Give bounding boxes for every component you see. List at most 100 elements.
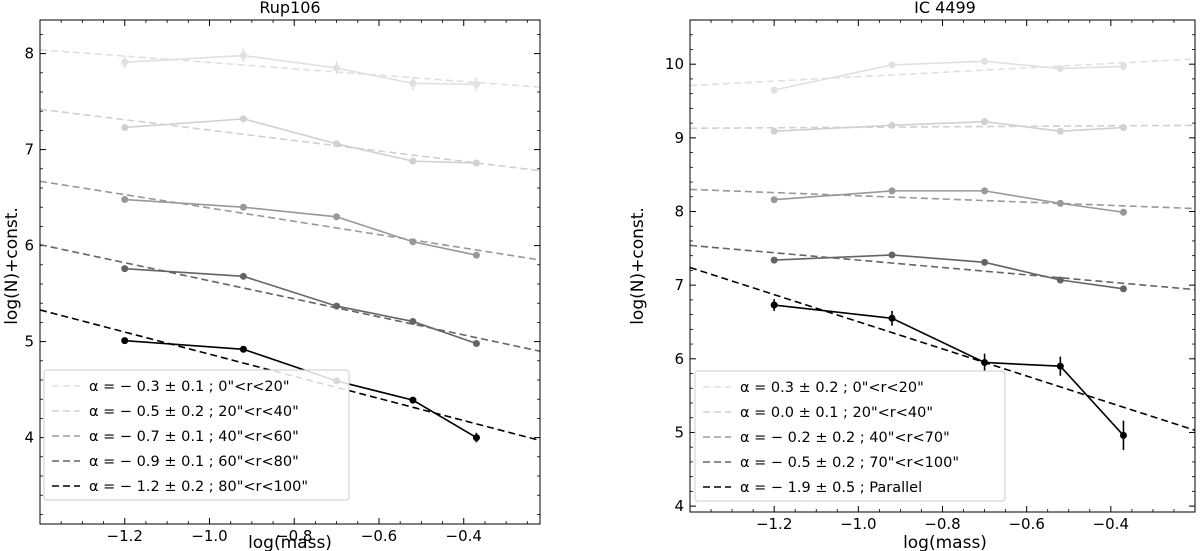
fit-line <box>689 58 1196 87</box>
data-point <box>888 121 896 129</box>
data-point <box>121 196 129 204</box>
fit-line <box>689 188 1196 210</box>
x-tick-label: −0.4 <box>1093 515 1129 533</box>
fit-line <box>39 108 541 172</box>
data-point <box>333 140 341 148</box>
data-point <box>239 52 247 60</box>
y-tick-label: 10 <box>665 55 684 73</box>
plot-frame <box>689 19 1196 513</box>
data-point <box>770 196 778 204</box>
y-tick-label: 9 <box>674 129 684 147</box>
data-point <box>1119 124 1127 132</box>
data-point <box>121 265 129 273</box>
x-tick-label: −1.2 <box>107 527 143 545</box>
chart-ic4499: IC 4499 log(mass) log(N)+const. −1.2 −1.0… <box>628 0 1196 551</box>
y-tick-label: 6 <box>24 237 34 255</box>
data-point <box>409 79 417 87</box>
series-line <box>774 254 1124 290</box>
data-point <box>472 80 480 88</box>
x-tick-label: −0.4 <box>446 527 482 545</box>
chart-title: IC 4499 <box>914 0 976 17</box>
fit-line <box>39 243 541 352</box>
data-point <box>1056 127 1064 135</box>
x-tick-label: −1.0 <box>191 527 227 545</box>
fit-line <box>689 124 1196 130</box>
data-point <box>239 203 247 211</box>
x-tick-label: −0.6 <box>1008 515 1044 533</box>
data-point <box>472 251 480 259</box>
data-point <box>1119 431 1127 439</box>
legend-label: α = − 0.5 ± 0.2 ; 70"<r<100" <box>740 455 959 471</box>
data-point <box>409 157 417 165</box>
legend-label: α = 0.0 ± 0.1 ; 20"<r<40" <box>740 405 933 421</box>
fit-line <box>39 180 541 261</box>
data-point <box>981 118 989 126</box>
fit-line <box>39 48 541 88</box>
y-tick-label: 4 <box>24 429 34 447</box>
chart-rup106: Rup106 log(mass) log(N)+const. −1.2 −1.0−… <box>2 0 541 551</box>
data-point <box>472 159 480 167</box>
legend: α = 0.3 ± 0.2 ; 0"<r<20" α = 0.0 ± 0.1 ; … <box>694 370 1006 502</box>
legend-label: α = − 0.2 ± 0.2 ; 40"<r<70" <box>740 430 950 446</box>
data-point <box>121 58 129 66</box>
y-tick-label: 7 <box>674 276 684 294</box>
x-tick-label: −1.0 <box>840 515 876 533</box>
data-point <box>770 86 778 94</box>
legend-label: α = − 0.9 ± 0.1 ; 60"<r<80" <box>89 454 299 470</box>
series-line <box>774 60 1124 91</box>
data-point <box>333 213 341 221</box>
data-point <box>1119 62 1127 70</box>
chart-title: Rup106 <box>259 0 320 17</box>
data-series <box>770 57 1127 451</box>
data-point <box>121 124 129 132</box>
legend-label: α = − 0.7 ± 0.1 ; 40"<r<60" <box>89 429 299 445</box>
data-point <box>472 434 480 442</box>
legend-label: α = − 1.2 ± 0.2 ; 80"<r<100" <box>89 479 308 495</box>
data-point <box>239 272 247 280</box>
data-point <box>333 64 341 72</box>
axis-ticks: −1.2 −1.0 −0.8 −0.6 −0.4 4 5 6 7 8 9 10 <box>665 19 1195 533</box>
data-point <box>1056 362 1064 370</box>
data-point <box>1119 208 1127 216</box>
y-axis-label: log(N)+const. <box>628 207 648 325</box>
legend-label: α = 0.3 ± 0.2 ; 0"<r<20" <box>740 380 924 396</box>
data-point <box>888 61 896 69</box>
data-point <box>1056 65 1064 73</box>
legend-label: α = − 0.3 ± 0.1 ; 0"<r<20" <box>89 379 290 395</box>
data-point <box>770 256 778 264</box>
plot-frame <box>39 19 541 525</box>
data-point <box>981 187 989 195</box>
data-point <box>409 396 417 404</box>
data-point <box>472 340 480 348</box>
fit-line <box>689 244 1196 291</box>
fit-lines <box>689 58 1196 432</box>
series-line <box>124 267 477 345</box>
data-point <box>333 302 341 310</box>
data-point <box>239 345 247 353</box>
axis-ticks: −1.2 −1.0 −0.8 −0.6 −0.4 4 5 6 7 8 <box>24 20 540 545</box>
data-point <box>981 57 989 65</box>
y-tick-label: 4 <box>674 497 684 515</box>
data-point <box>888 187 896 195</box>
data-point <box>1119 285 1127 293</box>
y-tick-label: 5 <box>24 333 34 351</box>
x-axis-label: log(mass) <box>903 533 987 551</box>
legend: α = − 0.3 ± 0.1 ; 0"<r<20" α = − 0.5 ± 0.… <box>43 369 350 501</box>
legend-label: α = − 1.9 ± 0.5 ; Parallel <box>740 480 922 496</box>
data-point <box>888 314 896 322</box>
data-point <box>121 337 129 345</box>
data-point <box>239 115 247 123</box>
series-line <box>124 54 477 86</box>
legend-label: α = − 0.5 ± 0.2 ; 20"<r<40" <box>89 404 299 420</box>
x-tick-label: −1.2 <box>756 515 792 533</box>
x-tick-label: −0.8 <box>924 515 960 533</box>
series-line <box>124 198 477 256</box>
data-point <box>409 317 417 325</box>
data-point <box>981 258 989 266</box>
y-tick-label: 5 <box>674 423 684 441</box>
data-point <box>888 251 896 259</box>
data-point <box>770 301 778 309</box>
x-axis-label: log(mass) <box>248 533 332 551</box>
y-tick-label: 8 <box>24 45 34 63</box>
